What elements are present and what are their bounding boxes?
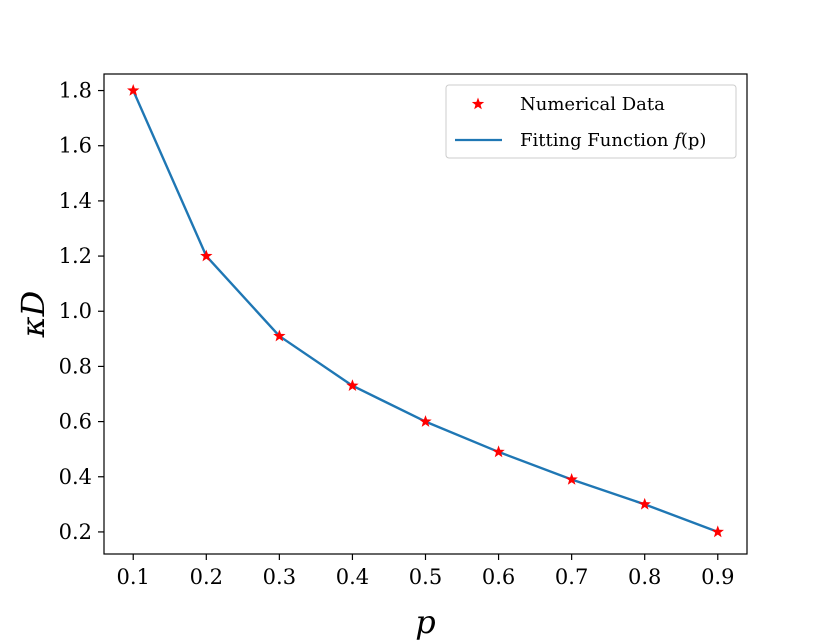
x-tick-label: 0.9	[701, 565, 734, 589]
legend: Numerical Data Fitting Function f(p)	[445, 84, 737, 159]
data-point-star	[638, 497, 651, 510]
data-point-star	[273, 329, 286, 342]
legend-star-marker	[471, 97, 485, 110]
y-tick-label: 1.8	[59, 79, 92, 103]
legend-label-numerical-data: Numerical Data	[520, 94, 665, 115]
x-tick-label: 0.1	[117, 565, 150, 589]
y-axis: 0.2 0.4 0.6 0.8 1.0 1.2 1.4 1.6 1.8	[59, 79, 104, 544]
legend-label-fitting-function: Fitting Function f(p)	[520, 130, 706, 151]
x-tick-label: 0.4	[336, 565, 369, 589]
x-tick-label: 0.3	[263, 565, 296, 589]
numerical-data-series	[127, 84, 724, 538]
legend-label-fitting-arg: (p)	[681, 130, 707, 151]
data-point-star	[346, 379, 359, 391]
y-tick-label: 1.6	[59, 134, 92, 158]
x-tick-label: 0.8	[628, 565, 661, 589]
legend-box	[445, 84, 737, 159]
y-tick-label: 1.0	[59, 299, 92, 323]
data-point-star	[565, 473, 578, 485]
data-point-star	[492, 445, 505, 458]
data-point-star	[711, 525, 724, 538]
x-tick-label: 0.6	[482, 565, 515, 589]
x-axis: 0.1 0.2 0.3 0.4 0.5 0.6 0.7 0.8 0.9	[117, 554, 734, 589]
data-point-star	[127, 84, 140, 96]
x-axis-label: p	[415, 603, 435, 641]
y-axis-label: κD	[14, 291, 52, 339]
plot-area: 0.1 0.2 0.3 0.4 0.5 0.6 0.7 0.8 0.9 0.2 0.4 0.6 0.8…	[59, 73, 748, 589]
y-tick-label: 1.2	[59, 244, 92, 268]
data-point-star	[200, 249, 213, 262]
y-tick-label: 1.4	[59, 189, 92, 213]
y-tick-label: 0.6	[59, 410, 92, 434]
x-tick-label: 0.2	[190, 565, 223, 589]
x-tick-label: 0.7	[555, 565, 588, 589]
legend-label-fitting-prefix: Fitting Function	[520, 130, 674, 151]
y-tick-label: 0.4	[59, 465, 92, 489]
y-tick-label: 0.8	[59, 354, 92, 378]
x-tick-label: 0.5	[409, 565, 442, 589]
y-tick-label: 0.2	[59, 520, 92, 544]
data-point-star	[419, 415, 432, 427]
